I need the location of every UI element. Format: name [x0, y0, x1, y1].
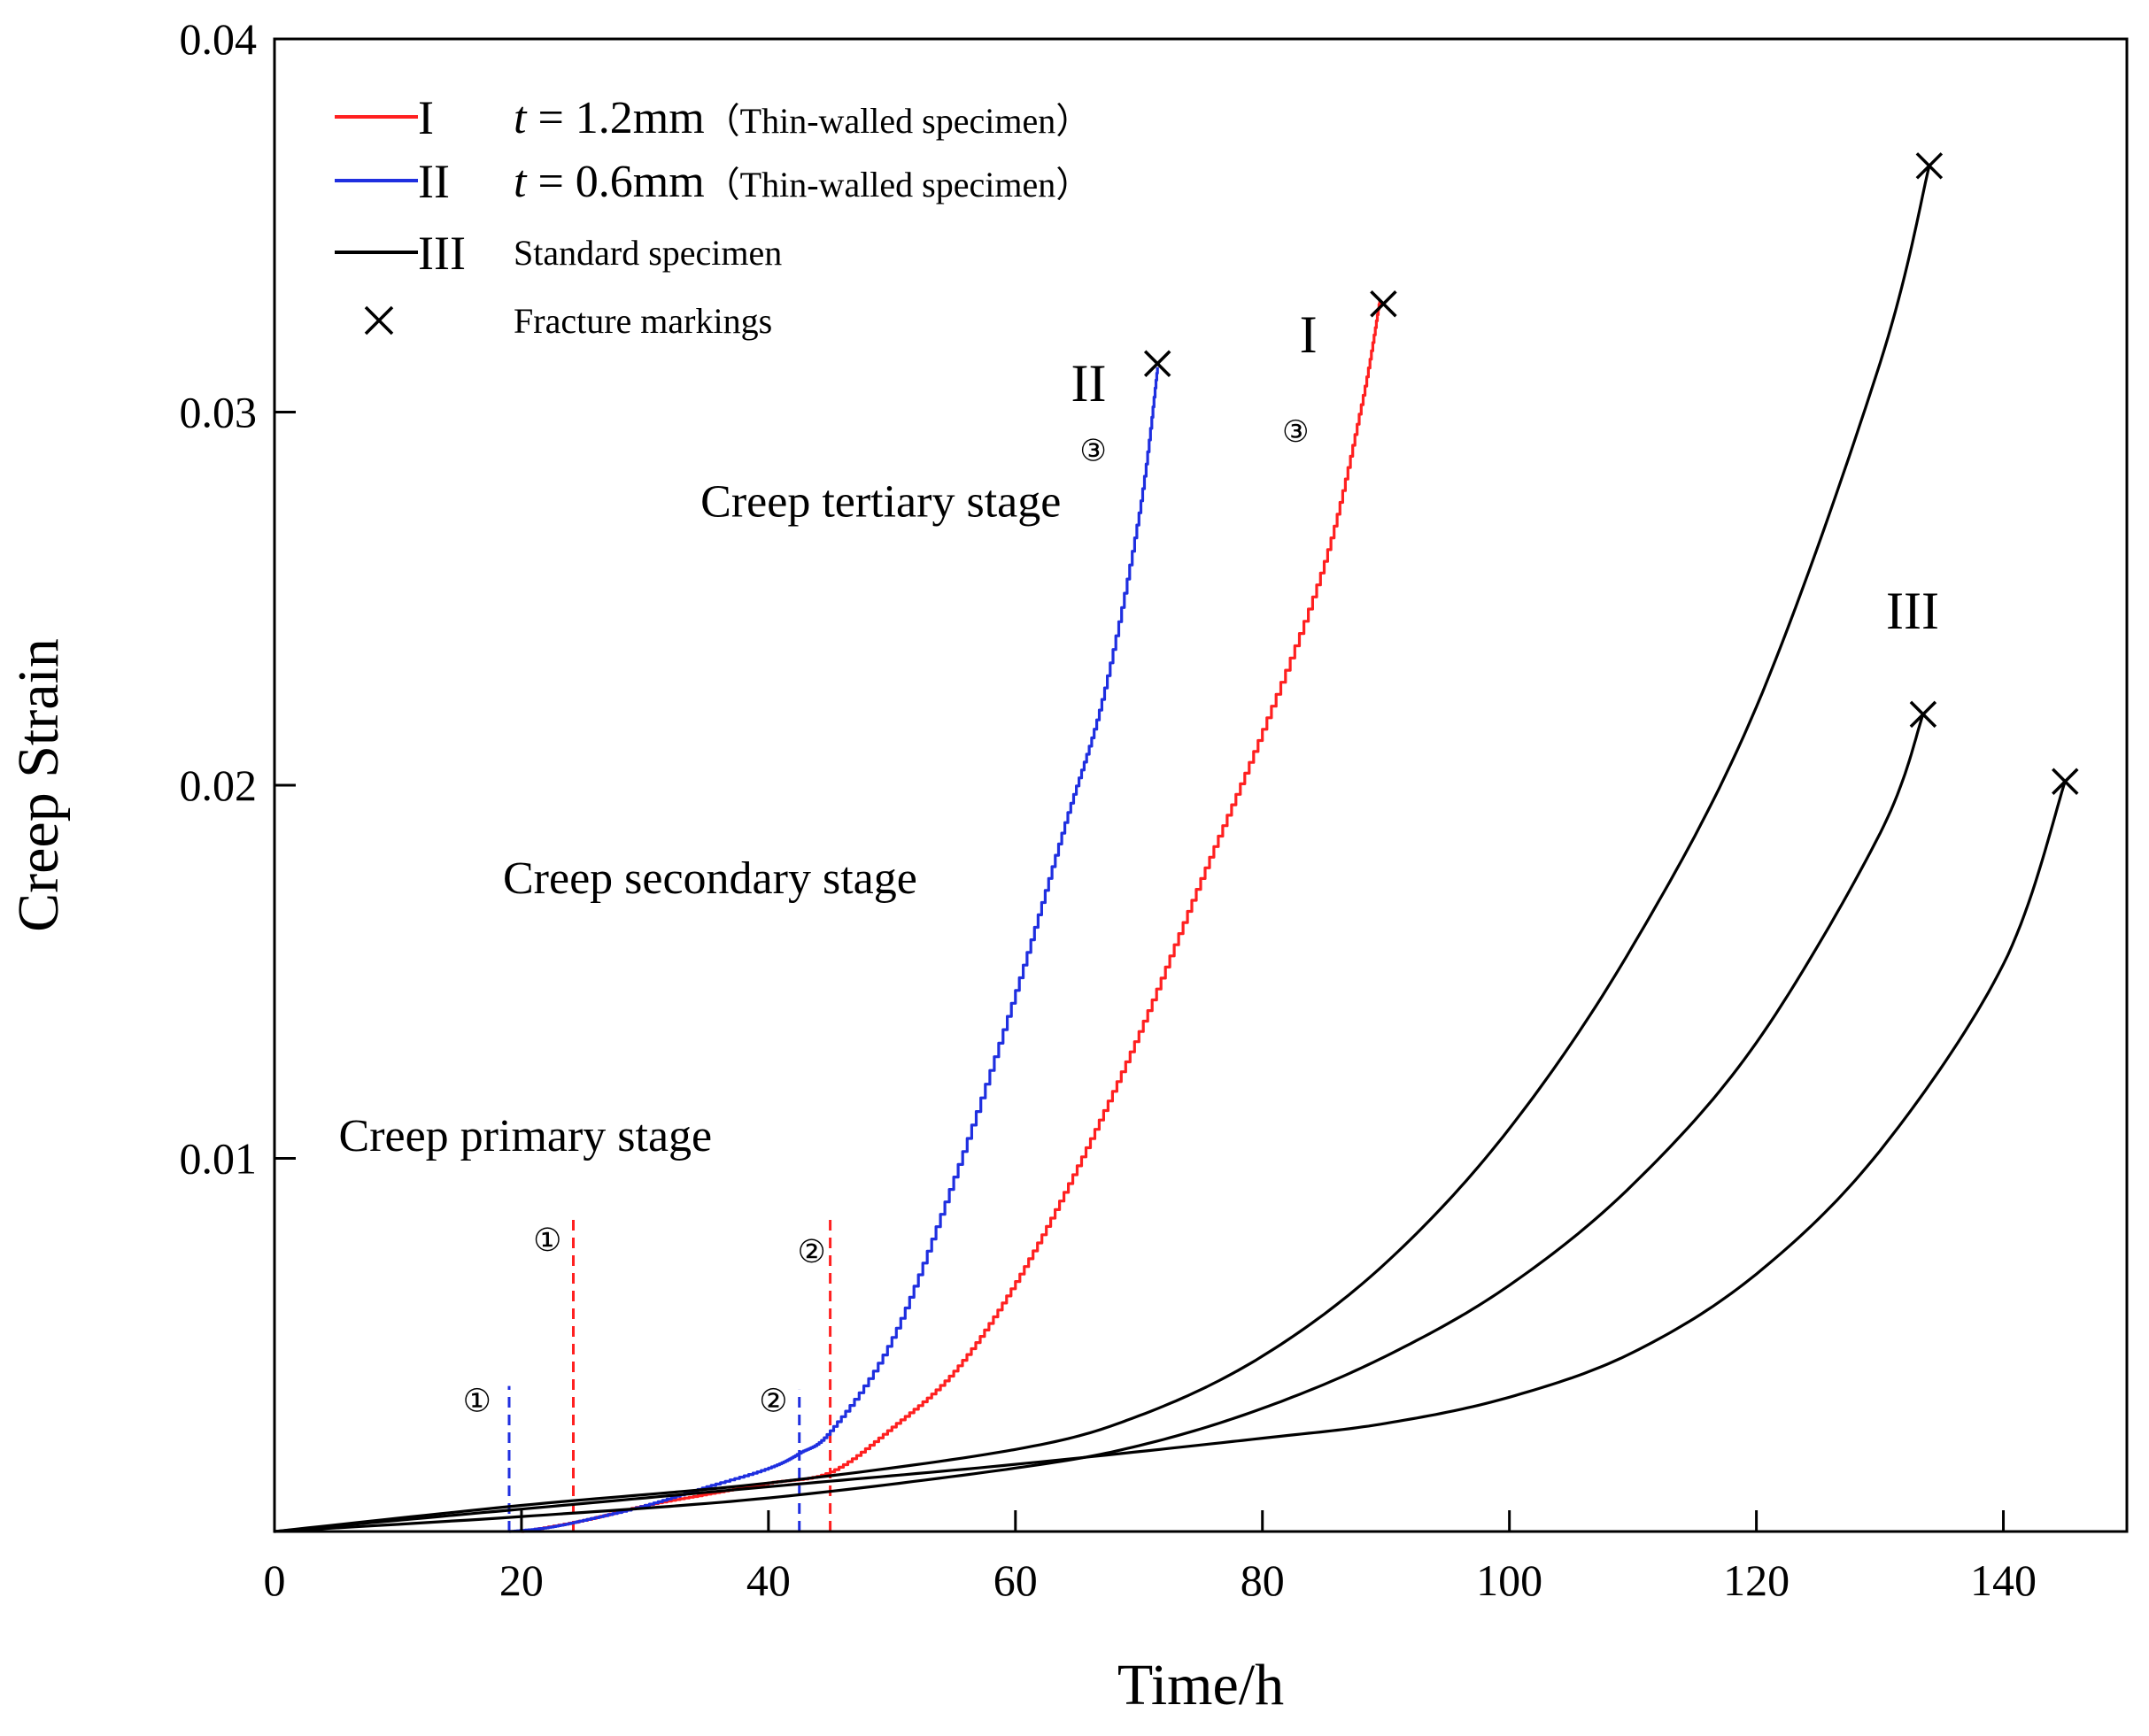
- y-tick-label: 0.04: [180, 14, 258, 64]
- series-line-II: [509, 366, 1159, 1533]
- legend-note: （Thin-walled specimen）: [705, 101, 1092, 141]
- legend-series-symbol: III: [418, 227, 466, 280]
- x-tick-label: 60: [993, 1555, 1038, 1605]
- legend-value: = 0.6mm: [526, 157, 704, 207]
- legend-value: = 1.2mm: [526, 93, 704, 143]
- fracture-marker: [1909, 700, 1937, 729]
- annotation-label: III: [1886, 582, 1939, 640]
- fracture-marker-stroke: [1143, 350, 1171, 377]
- series-line-III: [274, 165, 1931, 1533]
- series-line-III-c: [274, 781, 2067, 1533]
- fracture-marker: [1143, 350, 1171, 377]
- legend-text: Fracture markings: [514, 301, 772, 341]
- series-line-I: [521, 300, 1381, 1533]
- annotation-label: ③: [1079, 435, 1106, 467]
- x-tick-label: 140: [1970, 1555, 2037, 1605]
- legend-text: t = 1.2mm（Thin-walled specimen）: [514, 93, 1091, 143]
- x-tick-label: 0: [264, 1555, 286, 1605]
- y-axis-label: Creep Strain: [6, 638, 71, 932]
- legend-text: t = 0.6mm（Thin-walled specimen）: [514, 157, 1091, 207]
- annotation-label: II: [1071, 354, 1107, 413]
- legend-series-symbol: I: [418, 91, 434, 144]
- x-tick-label: 120: [1723, 1555, 1790, 1605]
- x-tick-label: 80: [1241, 1555, 1285, 1605]
- legend-note: （Thin-walled specimen）: [705, 165, 1092, 204]
- legend-fracture-symbol: [364, 305, 394, 336]
- fracture-marker-stroke: [1909, 700, 1937, 729]
- annotation-label: ③: [1282, 416, 1309, 449]
- x-tick-label: 20: [499, 1555, 544, 1605]
- x-tick-label: 40: [746, 1555, 791, 1605]
- stage-marker-label: ①: [463, 1383, 491, 1418]
- annotation-label: I: [1300, 305, 1318, 364]
- legend-math: t: [514, 93, 528, 143]
- stage-marker-label: ①: [533, 1223, 561, 1258]
- fracture-marker: [1370, 290, 1397, 318]
- x-axis-label: Time/h: [1117, 1653, 1284, 1717]
- plot-marks: [274, 152, 2079, 1533]
- annotation-label: Creep tertiary stage: [700, 477, 1061, 528]
- fracture-marker-stroke: [1915, 152, 1944, 180]
- legend-math: t: [514, 157, 528, 207]
- y-tick-label: 0.02: [180, 760, 258, 810]
- stage-marker-label: ②: [798, 1234, 826, 1269]
- y-tick-label: 0.01: [180, 1134, 258, 1184]
- fracture-marker-stroke: [2052, 768, 2079, 796]
- y-tick-label: 0.03: [180, 388, 258, 437]
- series-line-III-b: [274, 714, 1925, 1533]
- fracture-marker: [1915, 152, 1944, 180]
- annotation-label: Creep secondary stage: [503, 853, 917, 904]
- fracture-marker-stroke: [1370, 290, 1397, 318]
- annotations: ① ① ② ② Creep primary stage Creep secondary s…: [339, 305, 1939, 1418]
- axes: 0 20 40 60 80 100 120 140 0.01 0.02 0.03 0.04: [180, 14, 2037, 1605]
- fracture-marker: [2052, 768, 2079, 796]
- legend-series-symbol: II: [418, 155, 450, 208]
- annotation-label: Creep primary stage: [339, 1111, 713, 1161]
- stage-marker-label: ②: [759, 1383, 787, 1418]
- x-tick-label: 100: [1476, 1555, 1542, 1605]
- legend-text: Standard specimen: [514, 233, 782, 273]
